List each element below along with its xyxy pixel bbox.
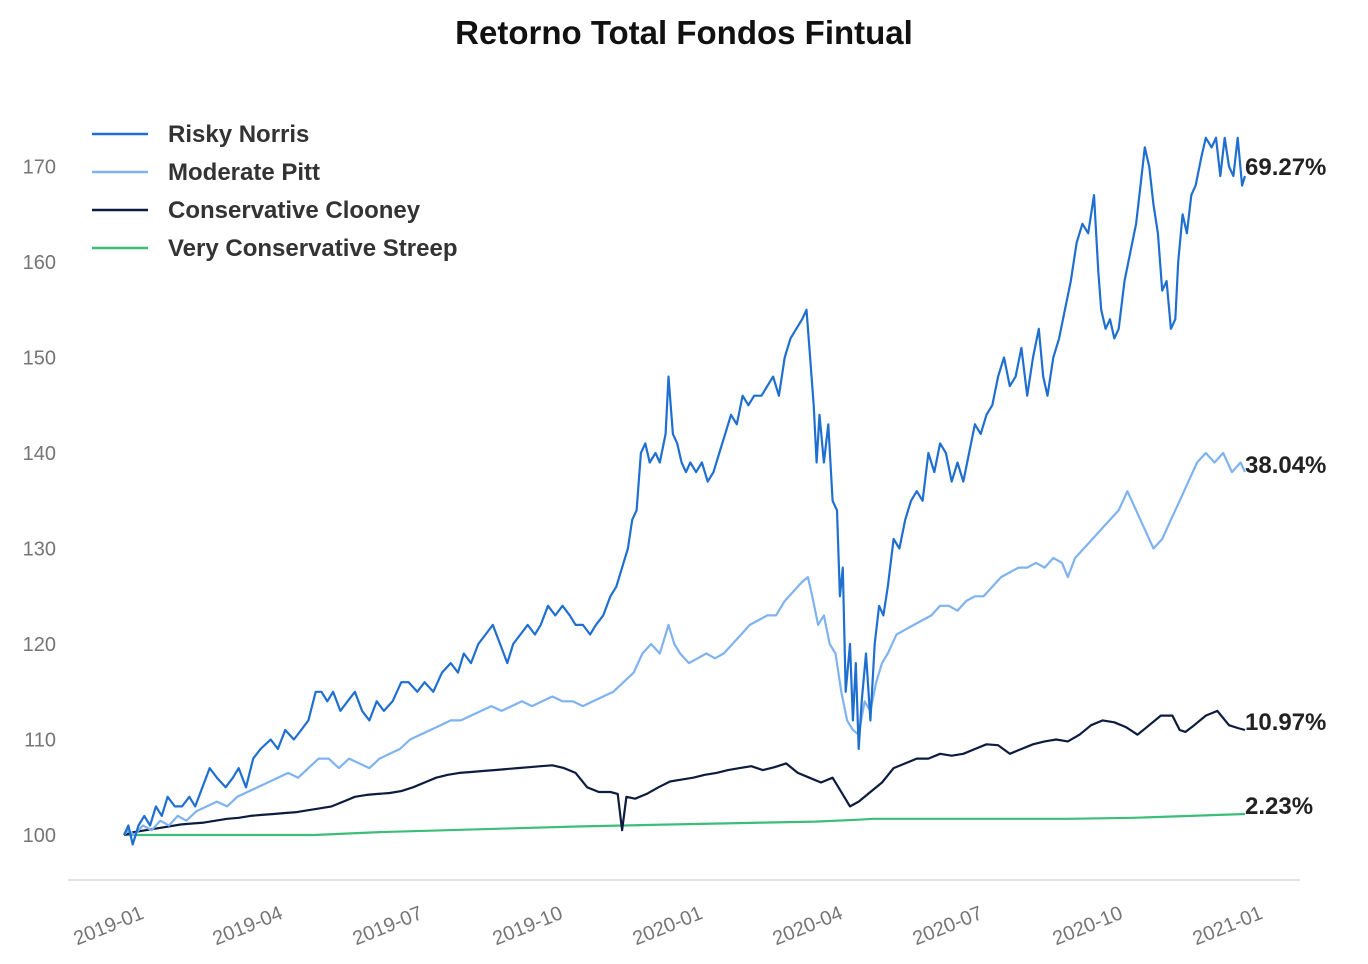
x-tick-label: 2019-10 [490, 902, 566, 950]
y-tick-label: 110 [24, 730, 56, 752]
legend-label: Conservative Clooney [168, 197, 421, 224]
series-line [124, 812, 1246, 837]
y-axis: 100 110 120 130 140 150 160 170 [23, 157, 56, 848]
x-tick-label: 2020-01 [630, 902, 706, 950]
y-tick-label: 160 [23, 252, 56, 274]
x-tick-label: 2021-01 [1190, 902, 1266, 950]
end-labels: 69.27% 38.04% 10.97% 2.23% [1245, 154, 1326, 820]
y-tick-label: 120 [23, 634, 56, 656]
legend-label: Very Conservative Streep [168, 235, 458, 262]
series-line [123, 451, 1246, 837]
x-tick-label: 2019-04 [210, 902, 286, 950]
y-tick-label: 140 [23, 443, 56, 465]
x-tick-label: 2019-07 [350, 902, 426, 950]
y-tick-label: 130 [23, 539, 56, 561]
end-value-label: 10.97% [1245, 709, 1326, 736]
x-tick-label: 2019-01 [71, 902, 147, 950]
end-value-label: 38.04% [1245, 452, 1326, 479]
x-tick-label: 2020-04 [770, 902, 846, 950]
legend: Risky Norris Moderate Pitt Conservative Cl… [92, 121, 458, 262]
x-tick-label: 2020-10 [1050, 902, 1126, 950]
series-line [123, 136, 1247, 846]
series-lines [123, 136, 1247, 846]
end-value-label: 69.27% [1245, 154, 1326, 181]
chart-title: Retorno Total Fondos Fintual [455, 14, 913, 51]
x-tick-label: 2020-07 [910, 902, 986, 950]
legend-label: Moderate Pitt [168, 159, 320, 186]
series-line [123, 709, 1246, 837]
y-tick-label: 150 [23, 348, 56, 370]
legend-label: Risky Norris [168, 121, 309, 148]
end-value-label: 2.23% [1245, 793, 1313, 820]
y-tick-label: 170 [23, 157, 56, 179]
y-tick-label: 100 [23, 825, 56, 847]
x-axis: 2019-01 2019-04 2019-07 2019-10 2020-01 2020-… [71, 902, 1266, 950]
